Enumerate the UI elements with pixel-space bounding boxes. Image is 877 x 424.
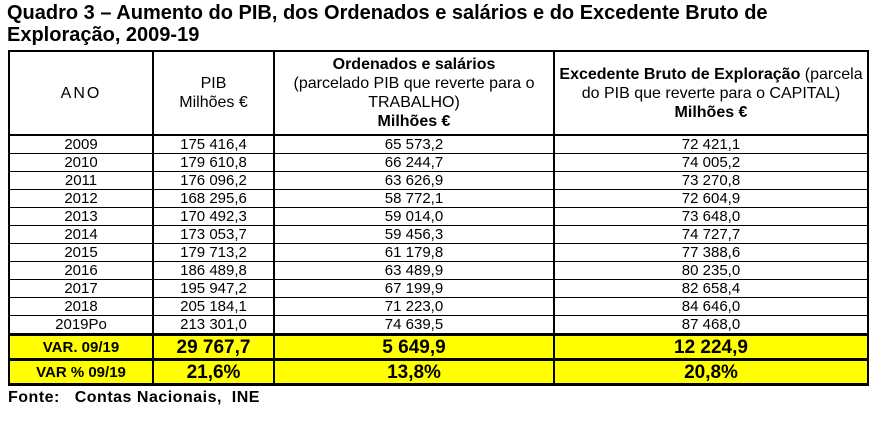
wages-cell: 66 244,7 (273, 153, 555, 172)
header-surplus-unit: Milhões € (674, 103, 748, 121)
wages-cell: 63 626,9 (273, 171, 555, 190)
surplus-cell: 80 235,0 (553, 261, 869, 280)
var-pct-pib-cell: 21,6% (152, 358, 275, 386)
var-pct-surplus-cell: 20,8% (553, 358, 869, 386)
surplus-cell: 84 646,0 (553, 297, 869, 316)
wages-cell: 59 456,3 (273, 225, 555, 244)
table-row: 2013 170 492,3 59 014,0 73 648,0 (8, 207, 869, 226)
header-wages-title: Ordenados e salários (332, 56, 496, 73)
header-surplus: Excedente Bruto de Exploração (parcela d… (553, 50, 869, 136)
pib-cell: 213 301,0 (152, 315, 275, 335)
year-cell: 2017 (8, 279, 154, 298)
pib-cell: 173 053,7 (152, 225, 275, 244)
var-pct-wages-cell: 13,8% (273, 358, 555, 386)
pib-cell: 168 295,6 (152, 189, 275, 208)
year-cell: 2018 (8, 297, 154, 316)
year-cell: 2010 (8, 153, 154, 172)
header-ano: ANO (8, 50, 154, 136)
pib-cell: 205 184,1 (152, 297, 275, 316)
wages-cell: 67 199,9 (273, 279, 555, 298)
wages-cell: 61 179,8 (273, 243, 555, 262)
var-row-percent: VAR % 09/19 21,6% 13,8% 20,8% (8, 358, 869, 386)
var-surplus-cell: 12 224,9 (553, 333, 869, 361)
wages-cell: 65 573,2 (273, 134, 555, 154)
year-cell: 2015 (8, 243, 154, 262)
table-row: 2016 186 489,8 63 489,9 80 235,0 (8, 261, 869, 280)
data-table: ANO PIB Milhões € Ordenados e salários (… (8, 50, 869, 386)
surplus-cell: 87 468,0 (553, 315, 869, 335)
table-row: 2015 179 713,2 61 179,8 77 388,6 (8, 243, 869, 262)
table-row: 2014 173 053,7 59 456,3 74 727,7 (8, 225, 869, 244)
wages-cell: 59 014,0 (273, 207, 555, 226)
pib-cell: 186 489,8 (152, 261, 275, 280)
pib-cell: 170 492,3 (152, 207, 275, 226)
table-title: Quadro 3 – Aumento do PIB, dos Ordenados… (7, 2, 768, 46)
wages-cell: 58 772,1 (273, 189, 555, 208)
wages-cell: 74 639,5 (273, 315, 555, 335)
var-pct-label-cell: VAR % 09/19 (8, 358, 154, 386)
surplus-cell: 72 604,9 (553, 189, 869, 208)
wages-cell: 71 223,0 (273, 297, 555, 316)
surplus-cell: 73 270,8 (553, 171, 869, 190)
table-row: 2011 176 096,2 63 626,9 73 270,8 (8, 171, 869, 190)
source-note: Fonte: Contas Nacionais, INE (8, 389, 260, 406)
header-surplus-text: Excedente Bruto de Exploração (parcela d… (557, 65, 865, 103)
header-surplus-title: Excedente Bruto de Exploração (559, 65, 801, 83)
table-row: 2018 205 184,1 71 223,0 84 646,0 (8, 297, 869, 316)
surplus-cell: 74 005,2 (553, 153, 869, 172)
var-row-absolute: VAR. 09/19 29 767,7 5 649,9 12 224,9 (8, 333, 869, 361)
var-label-cell: VAR. 09/19 (8, 333, 154, 361)
wages-cell: 63 489,9 (273, 261, 555, 280)
year-cell: 2019Po (8, 315, 154, 335)
header-wages: Ordenados e salários (parcelado PIB que … (273, 50, 555, 136)
year-cell: 2009 (8, 134, 154, 154)
table-row: 2012 168 295,6 58 772,1 72 604,9 (8, 189, 869, 208)
table-row: 2019Po 213 301,0 74 639,5 87 468,0 (8, 315, 869, 335)
header-pib: PIB Milhões € (152, 50, 275, 136)
surplus-cell: 82 658,4 (553, 279, 869, 298)
header-wages-desc: (parcelado PIB que reverte para o TRABAL… (293, 75, 535, 111)
pib-cell: 179 610,8 (152, 153, 275, 172)
surplus-cell: 77 388,6 (553, 243, 869, 262)
var-wages-cell: 5 649,9 (273, 333, 555, 361)
pib-cell: 195 947,2 (152, 279, 275, 298)
year-cell: 2014 (8, 225, 154, 244)
header-row: ANO PIB Milhões € Ordenados e salários (… (8, 50, 869, 136)
header-wages-unit: Milhões € (377, 113, 451, 130)
pib-cell: 175 416,4 (152, 134, 275, 154)
year-cell: 2011 (8, 171, 154, 190)
header-surplus-desc: (parcela do PIB que reverte para o CAPIT… (581, 65, 863, 102)
header-pib-unit: Milhões € (179, 94, 248, 111)
year-cell: 2013 (8, 207, 154, 226)
var-pib-cell: 29 767,7 (152, 333, 275, 361)
table-row: 2010 179 610,8 66 244,7 74 005,2 (8, 153, 869, 172)
table-row: 2017 195 947,2 67 199,9 82 658,4 (8, 279, 869, 298)
header-pib-title: PIB (200, 75, 227, 92)
surplus-cell: 73 648,0 (553, 207, 869, 226)
surplus-cell: 72 421,1 (553, 134, 869, 154)
table-row: 2009 175 416,4 65 573,2 72 421,1 (8, 134, 869, 154)
year-cell: 2012 (8, 189, 154, 208)
surplus-cell: 74 727,7 (553, 225, 869, 244)
pib-cell: 179 713,2 (152, 243, 275, 262)
year-cell: 2016 (8, 261, 154, 280)
pib-cell: 176 096,2 (152, 171, 275, 190)
